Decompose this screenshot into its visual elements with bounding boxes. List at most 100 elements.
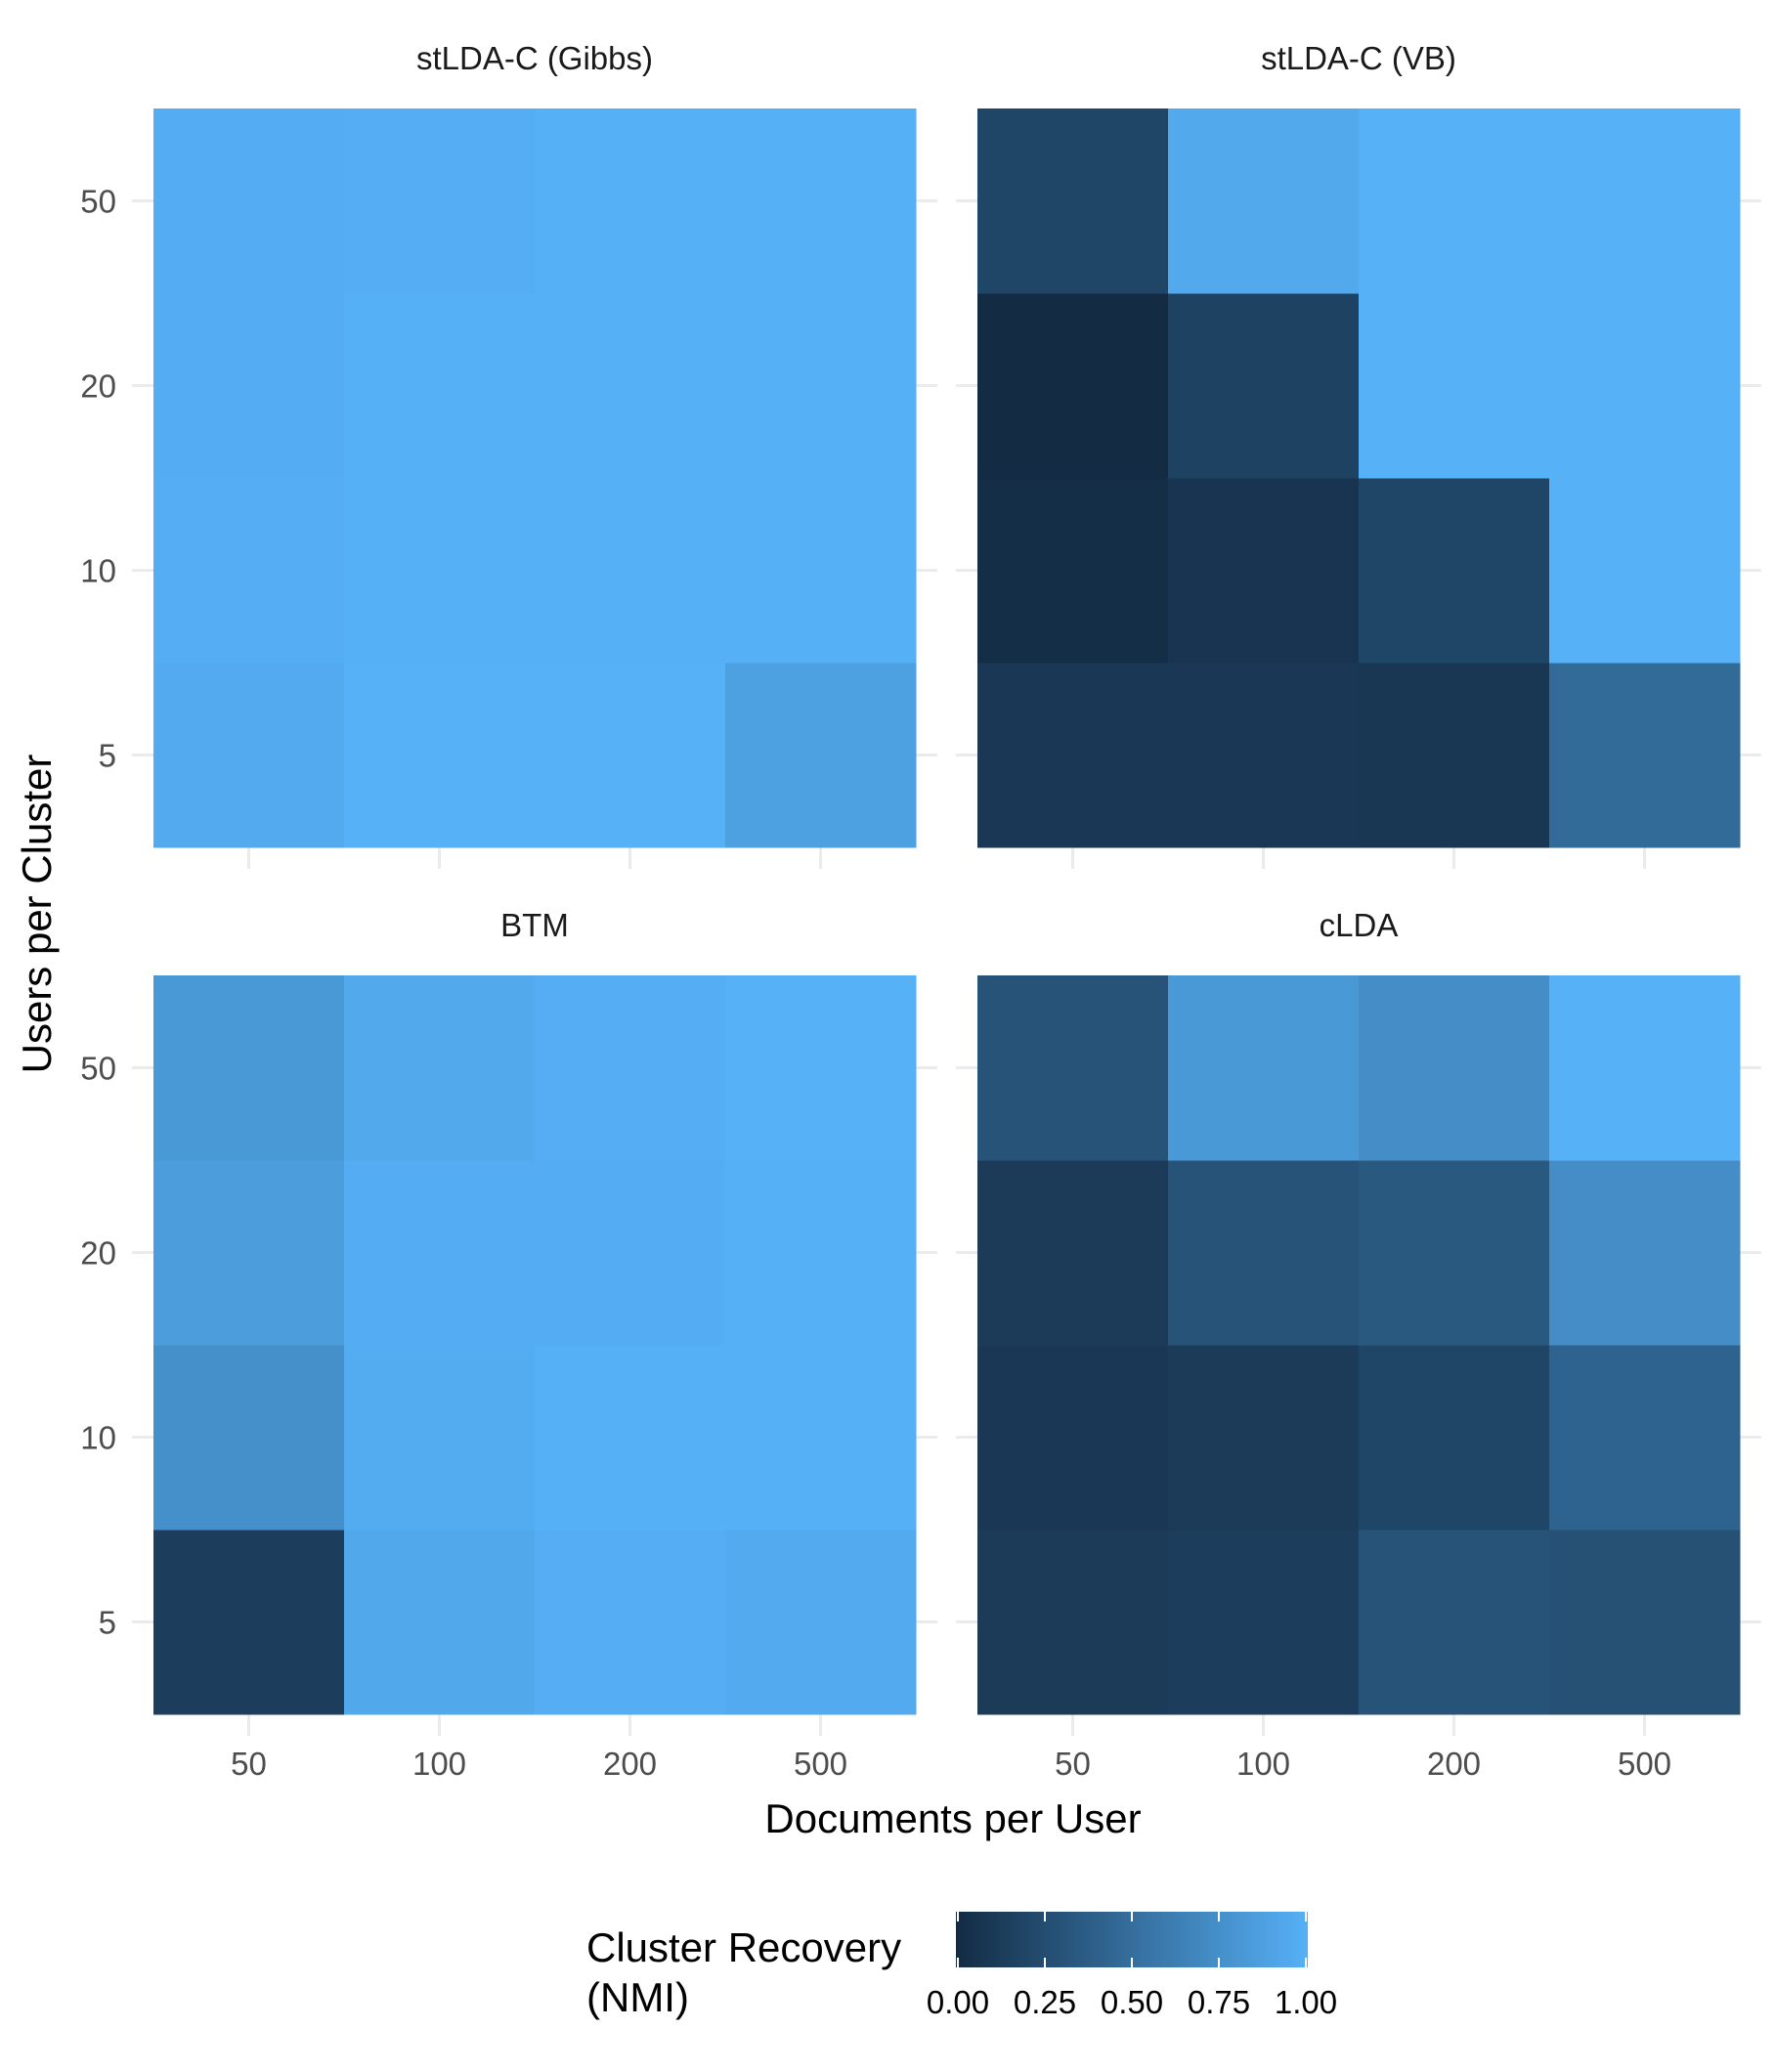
heatmap-cell	[1168, 478, 1360, 664]
heatmap-cell	[344, 293, 536, 479]
heatmap-cell	[1549, 108, 1741, 294]
heatmap-cell	[977, 293, 1169, 479]
heatmap-cell	[1549, 478, 1741, 664]
heatmap-cell	[344, 1530, 536, 1715]
y-tick-label: 50	[80, 1051, 116, 1087]
heatmap-cell	[1168, 108, 1360, 294]
heatmap-cell	[977, 108, 1169, 294]
heatmap-cell	[344, 1345, 536, 1531]
heatmap-cell	[1168, 293, 1360, 479]
y-tick-label: 20	[80, 368, 116, 405]
x-tick-label: 500	[794, 1746, 847, 1782]
heatmap-cell	[1359, 975, 1550, 1161]
heatmap-cell	[977, 478, 1169, 664]
y-tick-label: 10	[80, 553, 116, 589]
y-tick-label: 5	[99, 738, 116, 774]
heatmap-cell	[1359, 1345, 1550, 1531]
heatmap-cell	[1549, 1345, 1741, 1531]
heatmap-cell	[344, 975, 536, 1161]
x-tick-label: 100	[1236, 1746, 1290, 1782]
heatmap-cell	[344, 1160, 536, 1346]
heatmap-cell	[153, 1530, 345, 1715]
heatmap-cell	[1359, 1160, 1550, 1346]
panel-title: BTM	[500, 907, 569, 943]
heatmap-cell	[977, 1530, 1169, 1715]
heatmap-cell	[153, 1345, 345, 1531]
heatmap-cell	[153, 108, 345, 294]
heatmap-cell	[344, 108, 536, 294]
heatmap-cell	[725, 663, 917, 848]
y-tick-label: 50	[80, 184, 116, 220]
heatmap-cell	[1549, 1530, 1741, 1715]
heatmap-cell	[535, 293, 726, 479]
legend-tick-label: 0.75	[1188, 1984, 1250, 2020]
heatmap-cell	[725, 478, 917, 664]
panels-layer: stLDA-C (Gibbs) 5 10 20 50 stLDA-C (VB) BTM 5 10…	[80, 40, 1761, 1782]
heatmap-cell	[725, 975, 917, 1161]
heatmap-cell	[725, 108, 917, 294]
heatmap-cell	[977, 663, 1169, 848]
panel-3: cLDA 50 100 200 500	[956, 907, 1761, 1782]
heatmap-cell	[535, 663, 726, 848]
heatmap-cell	[1359, 108, 1550, 294]
heatmap-cell	[1168, 1160, 1360, 1346]
heatmap-cell	[977, 975, 1169, 1161]
panel-2: BTM 5 10 20 50 50 100 200 500	[80, 907, 937, 1782]
panel-0: stLDA-C (Gibbs) 5 10 20 50	[80, 40, 937, 869]
heatmap-cell	[725, 1345, 917, 1531]
heatmap-cell	[1168, 975, 1360, 1161]
legend-ticks: 0.00 0.25 0.50 0.75 1.00	[927, 1912, 1337, 2020]
heatmap-cell	[535, 478, 726, 664]
heatmap-cell	[535, 975, 726, 1161]
heatmap-cell	[1168, 1530, 1360, 1715]
x-tick-label: 50	[1055, 1746, 1091, 1782]
legend-title-line-1: Cluster Recovery	[586, 1924, 901, 1970]
x-tick-label: 200	[603, 1746, 657, 1782]
heatmap-cell	[153, 663, 345, 848]
legend-tick-label: 1.00	[1275, 1984, 1337, 2020]
heatmap-cell	[1168, 1345, 1360, 1531]
heatmap-cell	[725, 293, 917, 479]
heatmap-cell	[535, 1160, 726, 1346]
heatmap-cell	[153, 478, 345, 664]
heatmap-cell	[1549, 293, 1741, 479]
heatmap-cell	[153, 1160, 345, 1346]
heatmap-cell	[535, 108, 726, 294]
heatmap-cell	[1359, 1530, 1550, 1715]
x-tick-label: 500	[1618, 1746, 1671, 1782]
legend-tick-label: 0.25	[1014, 1984, 1076, 2020]
y-axis-title: Users per Cluster	[14, 755, 60, 1074]
heatmap-cell	[1359, 293, 1550, 479]
x-tick-label: 100	[412, 1746, 466, 1782]
heatmap-cell	[1549, 663, 1741, 848]
legend-title-line-2: (NMI)	[586, 1974, 689, 2020]
panel-title: stLDA-C (Gibbs)	[416, 40, 653, 76]
y-tick-label: 5	[99, 1605, 116, 1641]
x-tick-label: 200	[1427, 1746, 1481, 1782]
heatmap-cell	[1168, 663, 1360, 848]
heatmap-cell	[153, 293, 345, 479]
panel-1: stLDA-C (VB)	[956, 40, 1761, 869]
y-tick-label: 10	[80, 1420, 116, 1456]
heatmap-cell	[725, 1530, 917, 1715]
panel-title: cLDA	[1320, 907, 1399, 943]
heatmap-cell	[344, 478, 536, 664]
heatmap-cell	[1359, 663, 1550, 848]
panel-title: stLDA-C (VB)	[1261, 40, 1456, 76]
legend: Cluster Recovery (NMI) 0.00 0.25 0.50 0.75 1…	[586, 1912, 1337, 2020]
heatmap-cell	[977, 1345, 1169, 1531]
heatmap-cell	[535, 1345, 726, 1531]
heatmap-cell	[725, 1160, 917, 1346]
heatmap-cell	[1549, 975, 1741, 1161]
heatmap-cell	[153, 975, 345, 1161]
x-tick-label: 50	[231, 1746, 267, 1782]
heatmap-cell	[344, 663, 536, 848]
y-tick-label: 20	[80, 1235, 116, 1272]
legend-tick-label: 0.00	[927, 1984, 989, 2020]
x-axis-title: Documents per User	[764, 1795, 1141, 1841]
heatmap-cell	[1549, 1160, 1741, 1346]
heatmap-cell	[1359, 478, 1550, 664]
legend-tick-label: 0.50	[1101, 1984, 1163, 2020]
heatmap-cell	[535, 1530, 726, 1715]
